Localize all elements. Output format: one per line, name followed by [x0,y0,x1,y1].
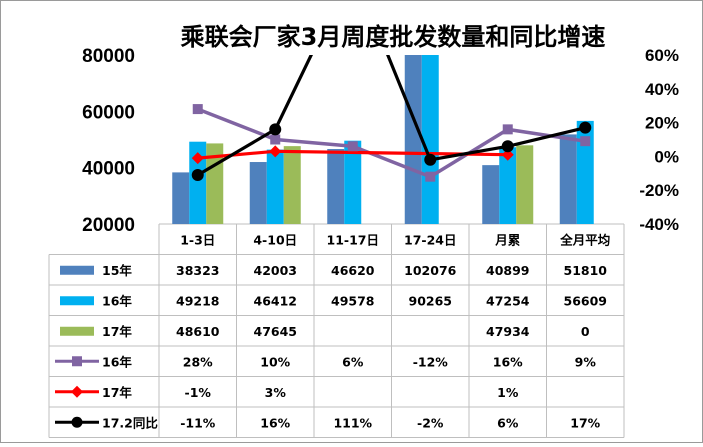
bar [499,147,517,224]
data-label: 38323 [176,263,220,278]
data-label: 48610 [176,324,220,339]
series-marker [424,153,437,166]
data-label: 46620 [331,263,375,278]
data-label: -1% [185,385,212,400]
right-axis-tick-label: -20% [639,181,679,200]
line-group [191,55,592,182]
data-label: 17% [570,415,600,430]
series-marker [191,168,204,181]
data-label: 102076 [404,263,456,278]
legend-key [60,296,94,306]
data-label: 28% [183,354,213,369]
bar [249,162,267,224]
bar [344,140,362,224]
category-label: 11-17日 [327,232,379,247]
data-label: 1% [497,385,519,400]
bar [327,149,345,224]
data-label: 46412 [254,293,298,308]
category-label: 17-24日 [404,232,456,247]
data-label: 9% [575,354,597,369]
bar [421,55,439,224]
category-label: 4-10日 [253,232,297,247]
data-label: 16% [493,354,523,369]
data-label: 111% [333,415,372,430]
chart-title: 乘联会厂家3月周度批发数量和同比增速 [180,23,606,51]
data-label: 47254 [486,293,530,308]
data-label: 42003 [254,263,298,278]
data-label: 49218 [176,293,220,308]
legend-key-marker [72,356,82,367]
left-axis-tick-label: 40000 [82,159,135,180]
data-label: 40899 [486,263,530,278]
data-label: 51810 [564,263,608,278]
category-label: 月累 [494,232,521,247]
data-label: 6% [497,415,519,430]
legend-key [60,265,94,275]
series-name: 16年 [102,293,132,308]
bar [189,141,207,224]
data-label: -12% [413,354,449,369]
series-marker [580,136,591,147]
data-label: 16% [260,415,290,430]
data-label: 47934 [486,324,530,339]
series-name: 17.2同比 [102,415,158,430]
legend-key [60,326,94,336]
series-marker [347,141,358,152]
series-name: 17年 [102,385,132,400]
data-label: 56609 [564,293,608,308]
right-axis-tick-label: -40% [639,215,679,234]
series-name: 16年 [102,354,132,369]
data-label: 90265 [409,293,453,308]
data-label: -2% [417,415,444,430]
series-marker [501,148,514,161]
bar-group [172,55,594,224]
right-axis-tick-label: 60% [645,46,679,65]
left-axis-tick-label: 20000 [82,215,135,236]
category-label: 全月平均 [559,232,610,247]
bar [559,134,577,224]
data-label: 6% [342,354,364,369]
bar [266,149,284,224]
category-label: 1-3日 [180,232,215,247]
series-marker [579,121,592,134]
series-line [196,55,586,177]
bar [576,120,594,224]
right-axis-tick-label: 0% [654,147,679,166]
series-line [197,107,586,179]
bar [404,55,422,224]
bar [482,165,500,224]
data-label: 0 [581,324,590,339]
right-axis-tick-label: 40% [645,80,679,99]
legend-key-marker [71,385,83,398]
series-name: 17年 [102,324,132,339]
data-label: 10% [260,354,290,369]
bar [172,172,190,224]
data-label: -11% [180,415,216,430]
series-marker [502,124,513,135]
series-marker [501,140,514,153]
series-name: 15年 [102,263,132,278]
series-marker [270,134,281,145]
data-label: 49578 [331,293,375,308]
bar [516,145,534,224]
bar [283,146,301,224]
legend-key-marker [71,416,83,428]
right-axis-tick-label: 20% [645,114,679,133]
series-marker [269,145,282,158]
series-marker [191,152,204,165]
data-label: 47645 [254,324,298,339]
left-axis-tick-label: 80000 [82,46,135,67]
left-axis-tick-label: 60000 [82,102,135,123]
series-marker [425,171,436,182]
series-marker [192,104,203,115]
data-label: 3% [265,385,287,400]
series-marker [269,123,282,136]
